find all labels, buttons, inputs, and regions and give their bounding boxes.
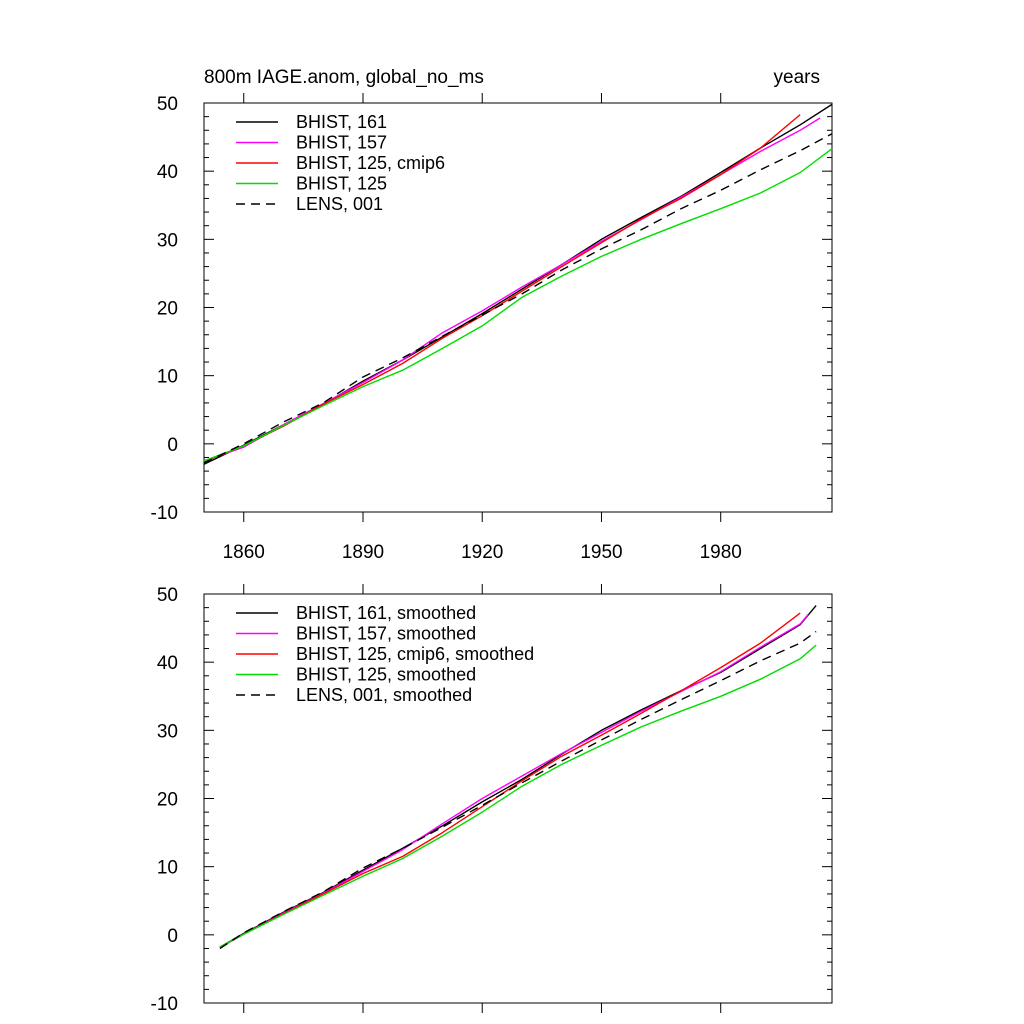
series-line-4 — [203, 148, 833, 462]
y-tick-label: 30 — [157, 721, 178, 742]
legend-label: BHIST, 125, cmip6 — [296, 153, 445, 173]
y-tick-label: 30 — [157, 230, 178, 251]
series-line-4 — [219, 644, 817, 948]
y-tick-label: -10 — [151, 994, 178, 1015]
y-tick-label: 0 — [167, 926, 178, 947]
legend-label: BHIST, 161, smoothed — [296, 603, 476, 623]
x-tick-label: 1980 — [700, 542, 742, 563]
y-tick-label: 50 — [157, 94, 178, 115]
x-tick-label: 1920 — [461, 542, 503, 563]
legend-label: BHIST, 125 — [296, 174, 387, 194]
y-tick-label: 20 — [157, 790, 178, 811]
y-tick-label: 10 — [157, 367, 178, 388]
y-tick-label: 0 — [167, 435, 178, 456]
y-tick-label: 10 — [157, 858, 178, 879]
chart-panel-1: 800m IAGE.anom, global_no_ms years -10 0 10 2… — [151, 67, 833, 563]
legend-label: BHIST, 125, cmip6, smoothed — [296, 644, 534, 664]
series-line-2 — [203, 117, 821, 462]
x-tick-label: 1890 — [342, 542, 384, 563]
legend-label: BHIST, 157 — [296, 133, 387, 153]
series-line-5 — [203, 133, 833, 464]
legend-label: LENS, 001 — [296, 194, 383, 214]
x-tick-label: 1950 — [580, 542, 622, 563]
legend-label: BHIST, 125, smoothed — [296, 665, 476, 685]
legend-label: LENS, 001, smoothed — [296, 685, 472, 705]
x-tick-label: 1860 — [223, 542, 265, 563]
y-tick-label: -10 — [151, 503, 178, 524]
y-tick-label: 40 — [157, 653, 178, 674]
chart-units: years — [774, 67, 820, 88]
legend-label: BHIST, 161 — [296, 112, 387, 132]
legend-label: BHIST, 157, smoothed — [296, 624, 476, 644]
chart-title: 800m IAGE.anom, global_no_ms — [204, 67, 484, 88]
y-tick-label: 50 — [157, 585, 178, 606]
y-tick-label: 20 — [157, 299, 178, 320]
y-tick-label: 40 — [157, 162, 178, 183]
series-line-3 — [203, 114, 801, 463]
